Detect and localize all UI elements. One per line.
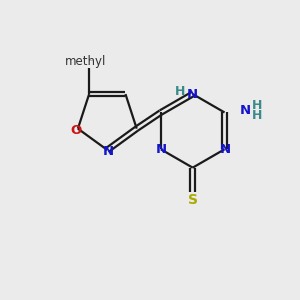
Text: H: H — [175, 85, 185, 98]
Text: S: S — [188, 193, 198, 207]
Text: O: O — [70, 124, 81, 137]
Text: H: H — [252, 100, 263, 112]
Text: N: N — [220, 143, 231, 156]
Text: N: N — [187, 88, 198, 100]
Text: N: N — [155, 143, 167, 156]
Text: N: N — [103, 145, 114, 158]
Text: H: H — [252, 110, 263, 122]
Text: methyl: methyl — [65, 55, 106, 68]
Text: methyl: methyl — [89, 60, 94, 61]
Text: N: N — [240, 103, 251, 117]
